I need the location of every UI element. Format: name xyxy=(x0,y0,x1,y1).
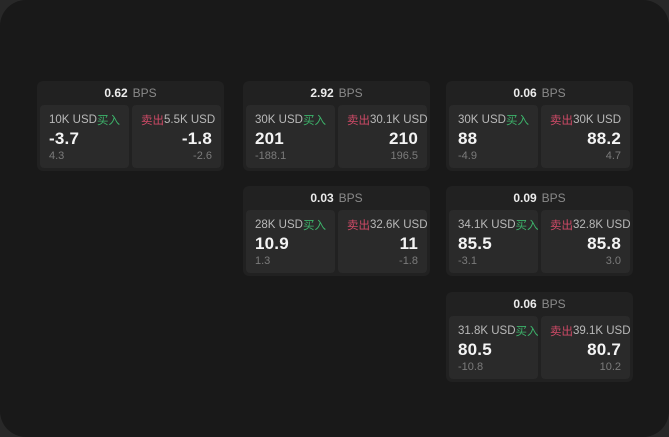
buy-delta: -188.1 xyxy=(255,150,287,162)
quote-panes: 34.1K USD 买入 85.5 -3.1 卖出 32.8K USD 85.8… xyxy=(446,210,633,273)
buy-pane[interactable]: 30K USD 买入 88 -4.9 xyxy=(449,105,538,168)
buy-notional-label: 30K USD xyxy=(255,114,303,126)
bps-unit-label: BPS xyxy=(541,297,566,311)
buy-delta: -3.1 xyxy=(458,255,477,267)
quote-card[interactable]: 0.06 BPS 30K USD 买入 88 -4.9 卖出 30K USD xyxy=(446,81,633,171)
sell-delta: 3.0 xyxy=(605,255,621,267)
sell-value: 11 xyxy=(399,234,418,253)
sell-pane[interactable]: 卖出 30K USD 88.2 4.7 xyxy=(541,105,630,168)
sell-side-label: 卖出 xyxy=(550,326,573,338)
bps-value: 0.06 xyxy=(513,86,537,100)
sell-notional-label: 30K USD xyxy=(573,114,621,126)
buy-pane[interactable]: 10K USD 买入 -3.7 4.3 xyxy=(40,105,129,168)
sell-side-label: 卖出 xyxy=(550,115,573,127)
sell-value: -1.8 xyxy=(181,129,212,148)
quote-card[interactable]: 2.92 BPS 30K USD 买入 201 -188.1 卖出 30.1K … xyxy=(243,81,430,171)
quote-panes: 28K USD 买入 10.9 1.3 卖出 32.6K USD 11 -1.8 xyxy=(243,210,430,273)
bps-header: 0.06 BPS xyxy=(446,292,633,316)
buy-pane[interactable]: 34.1K USD 买入 85.5 -3.1 xyxy=(449,210,539,273)
buy-notional-label: 10K USD xyxy=(49,114,97,126)
buy-side-label: 买入 xyxy=(303,115,326,127)
buy-delta: 4.3 xyxy=(49,150,65,162)
bps-value: 0.03 xyxy=(310,191,334,205)
sell-notional-label: 32.8K USD xyxy=(573,219,631,231)
buy-delta: 1.3 xyxy=(255,255,271,267)
bps-value: 0.06 xyxy=(513,297,537,311)
bps-value: 0.62 xyxy=(104,86,128,100)
sell-pane[interactable]: 卖出 32.8K USD 85.8 3.0 xyxy=(541,210,631,273)
buy-delta: -10.8 xyxy=(458,361,484,373)
sell-pane[interactable]: 卖出 5.5K USD -1.8 -2.6 xyxy=(132,105,221,168)
bps-header: 2.92 BPS xyxy=(243,81,430,105)
buy-pane[interactable]: 30K USD 买入 201 -188.1 xyxy=(246,105,335,168)
bps-header: 0.09 BPS xyxy=(446,186,633,210)
quote-card[interactable]: 0.62 BPS 10K USD 买入 -3.7 4.3 卖出 5.5K USD xyxy=(37,81,224,171)
quote-card[interactable]: 0.06 BPS 31.8K USD 买入 80.5 -10.8 卖出 39.1… xyxy=(446,292,633,382)
bps-header: 0.62 BPS xyxy=(37,81,224,105)
buy-side-label: 买入 xyxy=(506,115,529,127)
sell-pane[interactable]: 卖出 32.6K USD 11 -1.8 xyxy=(338,210,428,273)
sell-delta: 10.2 xyxy=(599,361,621,373)
sell-notional-label: 5.5K USD xyxy=(164,114,216,126)
sell-pane[interactable]: 卖出 30.1K USD 210 196.5 xyxy=(338,105,428,168)
buy-side-label: 买入 xyxy=(515,326,539,338)
sell-pane[interactable]: 卖出 39.1K USD 80.7 10.2 xyxy=(541,316,631,379)
quote-panes: 10K USD 买入 -3.7 4.3 卖出 5.5K USD -1.8 -2.… xyxy=(37,105,224,168)
buy-notional-label: 31.8K USD xyxy=(458,325,516,337)
buy-side-label: 买入 xyxy=(303,220,326,232)
bps-header: 0.06 BPS xyxy=(446,81,633,105)
quote-panes: 30K USD 买入 88 -4.9 卖出 30K USD 88.2 4.7 xyxy=(446,105,633,168)
bps-value: 2.92 xyxy=(310,86,334,100)
sell-side-label: 卖出 xyxy=(347,115,370,127)
buy-pane[interactable]: 31.8K USD 买入 80.5 -10.8 xyxy=(449,316,539,379)
buy-value: 88 xyxy=(458,129,478,148)
buy-delta: -4.9 xyxy=(458,150,477,162)
buy-notional-label: 34.1K USD xyxy=(458,219,516,231)
sell-value: 210 xyxy=(389,129,418,148)
buy-value: 201 xyxy=(255,129,284,148)
bps-unit-label: BPS xyxy=(541,86,566,100)
sell-delta: 4.7 xyxy=(605,150,621,162)
buy-value: 85.5 xyxy=(458,234,492,253)
sell-delta: -1.8 xyxy=(399,255,418,267)
buy-notional-label: 30K USD xyxy=(458,114,506,126)
buy-value: -3.7 xyxy=(49,129,80,148)
sell-notional-label: 32.6K USD xyxy=(370,219,428,231)
sell-side-label: 卖出 xyxy=(550,220,573,232)
sell-value: 80.7 xyxy=(587,340,621,359)
bps-header: 0.03 BPS xyxy=(243,186,430,210)
sell-notional-label: 39.1K USD xyxy=(573,325,631,337)
sell-value: 88.2 xyxy=(587,129,621,148)
sell-delta: -2.6 xyxy=(193,150,212,162)
sell-delta: 196.5 xyxy=(390,150,418,162)
buy-notional-label: 28K USD xyxy=(255,219,303,231)
bps-unit-label: BPS xyxy=(338,191,363,205)
buy-value: 80.5 xyxy=(458,340,492,359)
buy-side-label: 买入 xyxy=(515,220,539,232)
bps-unit-label: BPS xyxy=(541,191,566,205)
quote-card[interactable]: 0.09 BPS 34.1K USD 买入 85.5 -3.1 卖出 32.8K… xyxy=(446,186,633,276)
quote-panes: 31.8K USD 买入 80.5 -10.8 卖出 39.1K USD 80.… xyxy=(446,316,633,379)
quote-panes: 30K USD 买入 201 -188.1 卖出 30.1K USD 210 1… xyxy=(243,105,430,168)
buy-value: 10.9 xyxy=(255,234,289,253)
bps-unit-label: BPS xyxy=(132,86,157,100)
sell-notional-label: 30.1K USD xyxy=(370,114,428,126)
buy-side-label: 买入 xyxy=(97,115,120,127)
sell-side-label: 卖出 xyxy=(347,220,370,232)
quote-card[interactable]: 0.03 BPS 28K USD 买入 10.9 1.3 卖出 32.6K US… xyxy=(243,186,430,276)
bps-unit-label: BPS xyxy=(338,86,363,100)
buy-pane[interactable]: 28K USD 买入 10.9 1.3 xyxy=(246,210,335,273)
sell-side-label: 卖出 xyxy=(141,115,164,127)
sell-value: 85.8 xyxy=(587,234,621,253)
bps-value: 0.09 xyxy=(513,191,537,205)
